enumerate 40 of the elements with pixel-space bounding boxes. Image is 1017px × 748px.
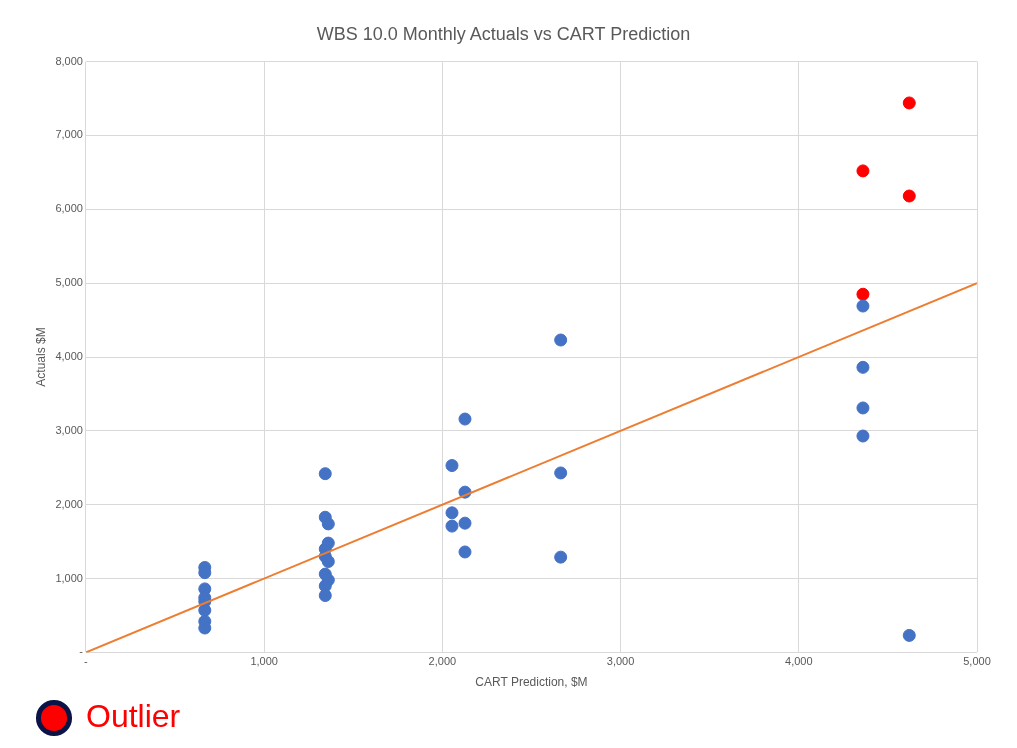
point (445, 459, 459, 473)
y-tick-label: 7,000 (55, 128, 83, 141)
x-tick-label: 2,000 (428, 655, 457, 668)
point (318, 589, 332, 603)
point (902, 189, 916, 203)
point (856, 429, 870, 443)
y-tick-label: 6,000 (55, 202, 83, 215)
y-tick-label: 8,000 (55, 54, 83, 67)
y-tick-label: 1,000 (55, 571, 83, 584)
point (554, 466, 568, 480)
point (856, 401, 870, 415)
point (902, 628, 916, 642)
point (458, 516, 472, 530)
chart-title: WBS 10.0 Monthly Actuals vs CART Prediction (316, 23, 691, 44)
point (554, 550, 568, 564)
x-tick-label: 4,000 (785, 655, 813, 668)
point (554, 333, 568, 347)
point (856, 299, 870, 313)
y-tick-label: 4,000 (55, 350, 83, 363)
point (458, 412, 472, 426)
y-tick-label: 5,000 (55, 276, 83, 289)
point (902, 96, 916, 110)
point (321, 517, 335, 531)
legend-label: Outlier (86, 697, 181, 734)
y-tick-label: - (79, 645, 84, 658)
x-tick-label: 5,000 (963, 655, 991, 668)
x-tick-label: 1,000 (250, 655, 278, 668)
y-tick-label: 3,000 (55, 423, 83, 436)
x-axis-title: CART Prediction, $M (475, 675, 588, 690)
point (445, 506, 459, 520)
y-axis-title: Actuals $M (33, 327, 48, 387)
point (321, 555, 335, 569)
point (458, 545, 472, 559)
point (445, 519, 459, 533)
point (856, 287, 870, 301)
point (856, 164, 870, 178)
x-tick-label: 3,000 (606, 655, 635, 668)
point (318, 467, 332, 481)
y-tick-label: 2,000 (55, 497, 83, 510)
point (856, 360, 870, 374)
